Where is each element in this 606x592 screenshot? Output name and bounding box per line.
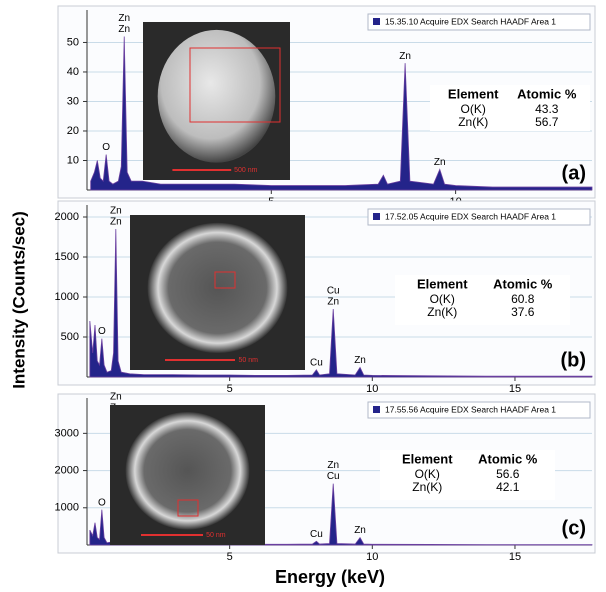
legend-swatch	[373, 213, 380, 220]
y-tick-label: 2000	[55, 211, 79, 223]
peak-label: Cu	[310, 529, 323, 540]
peak-label: Cu	[327, 286, 340, 297]
table-header: Atomic %	[493, 276, 553, 291]
table-cell: 37.6	[511, 305, 535, 319]
particle	[125, 412, 250, 530]
y-tick-label: 1000	[55, 502, 79, 514]
selection-box	[189, 47, 281, 123]
y-tick-label: 2000	[55, 464, 79, 476]
table-cell: Zn(K)	[427, 305, 457, 319]
x-tick-label: 5	[227, 551, 233, 563]
legend-box	[367, 208, 591, 226]
table-cell: 60.8	[511, 292, 535, 306]
peak-label: O	[98, 497, 106, 508]
y-tick-label: 3000	[55, 427, 79, 439]
legend-label: 17.52.05 Acquire EDX Search HAADF Area 1	[385, 211, 556, 221]
x-tick-label: 10	[366, 383, 378, 395]
table-cell: 56.6	[496, 467, 520, 481]
spectrum	[90, 36, 593, 191]
selection-box	[214, 271, 236, 289]
y-tick-label: 1500	[55, 251, 79, 263]
peak-label: Cu	[327, 471, 340, 482]
table-header: Element	[402, 451, 453, 466]
table-cell: O(K)	[461, 102, 486, 116]
x-tick-label: 15	[509, 551, 521, 563]
y-tick-label: 30	[67, 95, 79, 107]
peak-label: Zn	[434, 157, 446, 168]
legend-swatch	[373, 406, 380, 413]
spectrum	[89, 228, 593, 378]
table-cell: Zn(K)	[412, 480, 442, 494]
peak-label: Zn	[354, 525, 366, 536]
table-box	[380, 450, 555, 500]
y-tick-label: 40	[67, 66, 79, 78]
panel-label: (c)	[562, 517, 586, 539]
peak-label: Zn	[110, 217, 122, 228]
x-axis-label: Energy (keV)	[275, 567, 385, 587]
peak-label: Zn	[110, 206, 122, 217]
y-tick-label: 50	[67, 36, 79, 48]
peak-label: Zn	[118, 24, 130, 35]
table-cell: 56.7	[535, 115, 559, 129]
panel-label: (b)	[560, 349, 586, 371]
peak-label: Zn	[354, 355, 366, 366]
y-tick-label: 20	[67, 125, 79, 137]
table-cell: 42.1	[496, 480, 520, 494]
y-axis-label: Intensity (Counts/sec)	[9, 211, 28, 389]
legend-box	[367, 401, 591, 419]
selection-box	[177, 499, 199, 517]
peak-label: Zn	[327, 297, 339, 308]
legend-box	[367, 13, 591, 31]
table-cell: 43.3	[535, 102, 559, 116]
table-header: Atomic %	[478, 451, 538, 466]
particle	[157, 29, 276, 163]
table-box	[395, 275, 570, 325]
table-cell: Zn(K)	[458, 115, 488, 129]
peak-label: Zn	[399, 51, 411, 62]
table-cell: O(K)	[430, 292, 455, 306]
scale-bar-label: 50 nm	[206, 532, 226, 539]
table-header: Element	[448, 86, 499, 101]
panel-label: (a)	[562, 162, 586, 184]
legend-label: 17.55.56 Acquire EDX Search HAADF Area 1	[385, 404, 556, 414]
y-tick-label: 1000	[55, 291, 79, 303]
y-tick-label: 10	[67, 154, 79, 166]
peak-label: Zn	[118, 13, 130, 24]
y-tick-label: 500	[61, 331, 79, 343]
table-header: Atomic %	[517, 86, 577, 101]
table-box	[430, 85, 590, 131]
peak-label: Cu	[310, 357, 323, 368]
x-tick-label: 10	[366, 551, 378, 563]
scale-bar-label: 500 nm	[234, 167, 258, 174]
scale-bar-label: 50 nm	[239, 357, 259, 364]
x-tick-label: 15	[509, 383, 521, 395]
table-header: Element	[417, 276, 468, 291]
peak-label: O	[102, 142, 110, 153]
peak-label: O	[98, 326, 106, 337]
legend-swatch	[373, 18, 380, 25]
peak-label: Zn	[327, 460, 339, 471]
peak-label: Zn	[110, 391, 122, 402]
table-cell: O(K)	[415, 467, 440, 481]
legend-label: 15.35.10 Acquire EDX Search HAADF Area 1	[385, 16, 556, 26]
x-tick-label: 5	[227, 383, 233, 395]
